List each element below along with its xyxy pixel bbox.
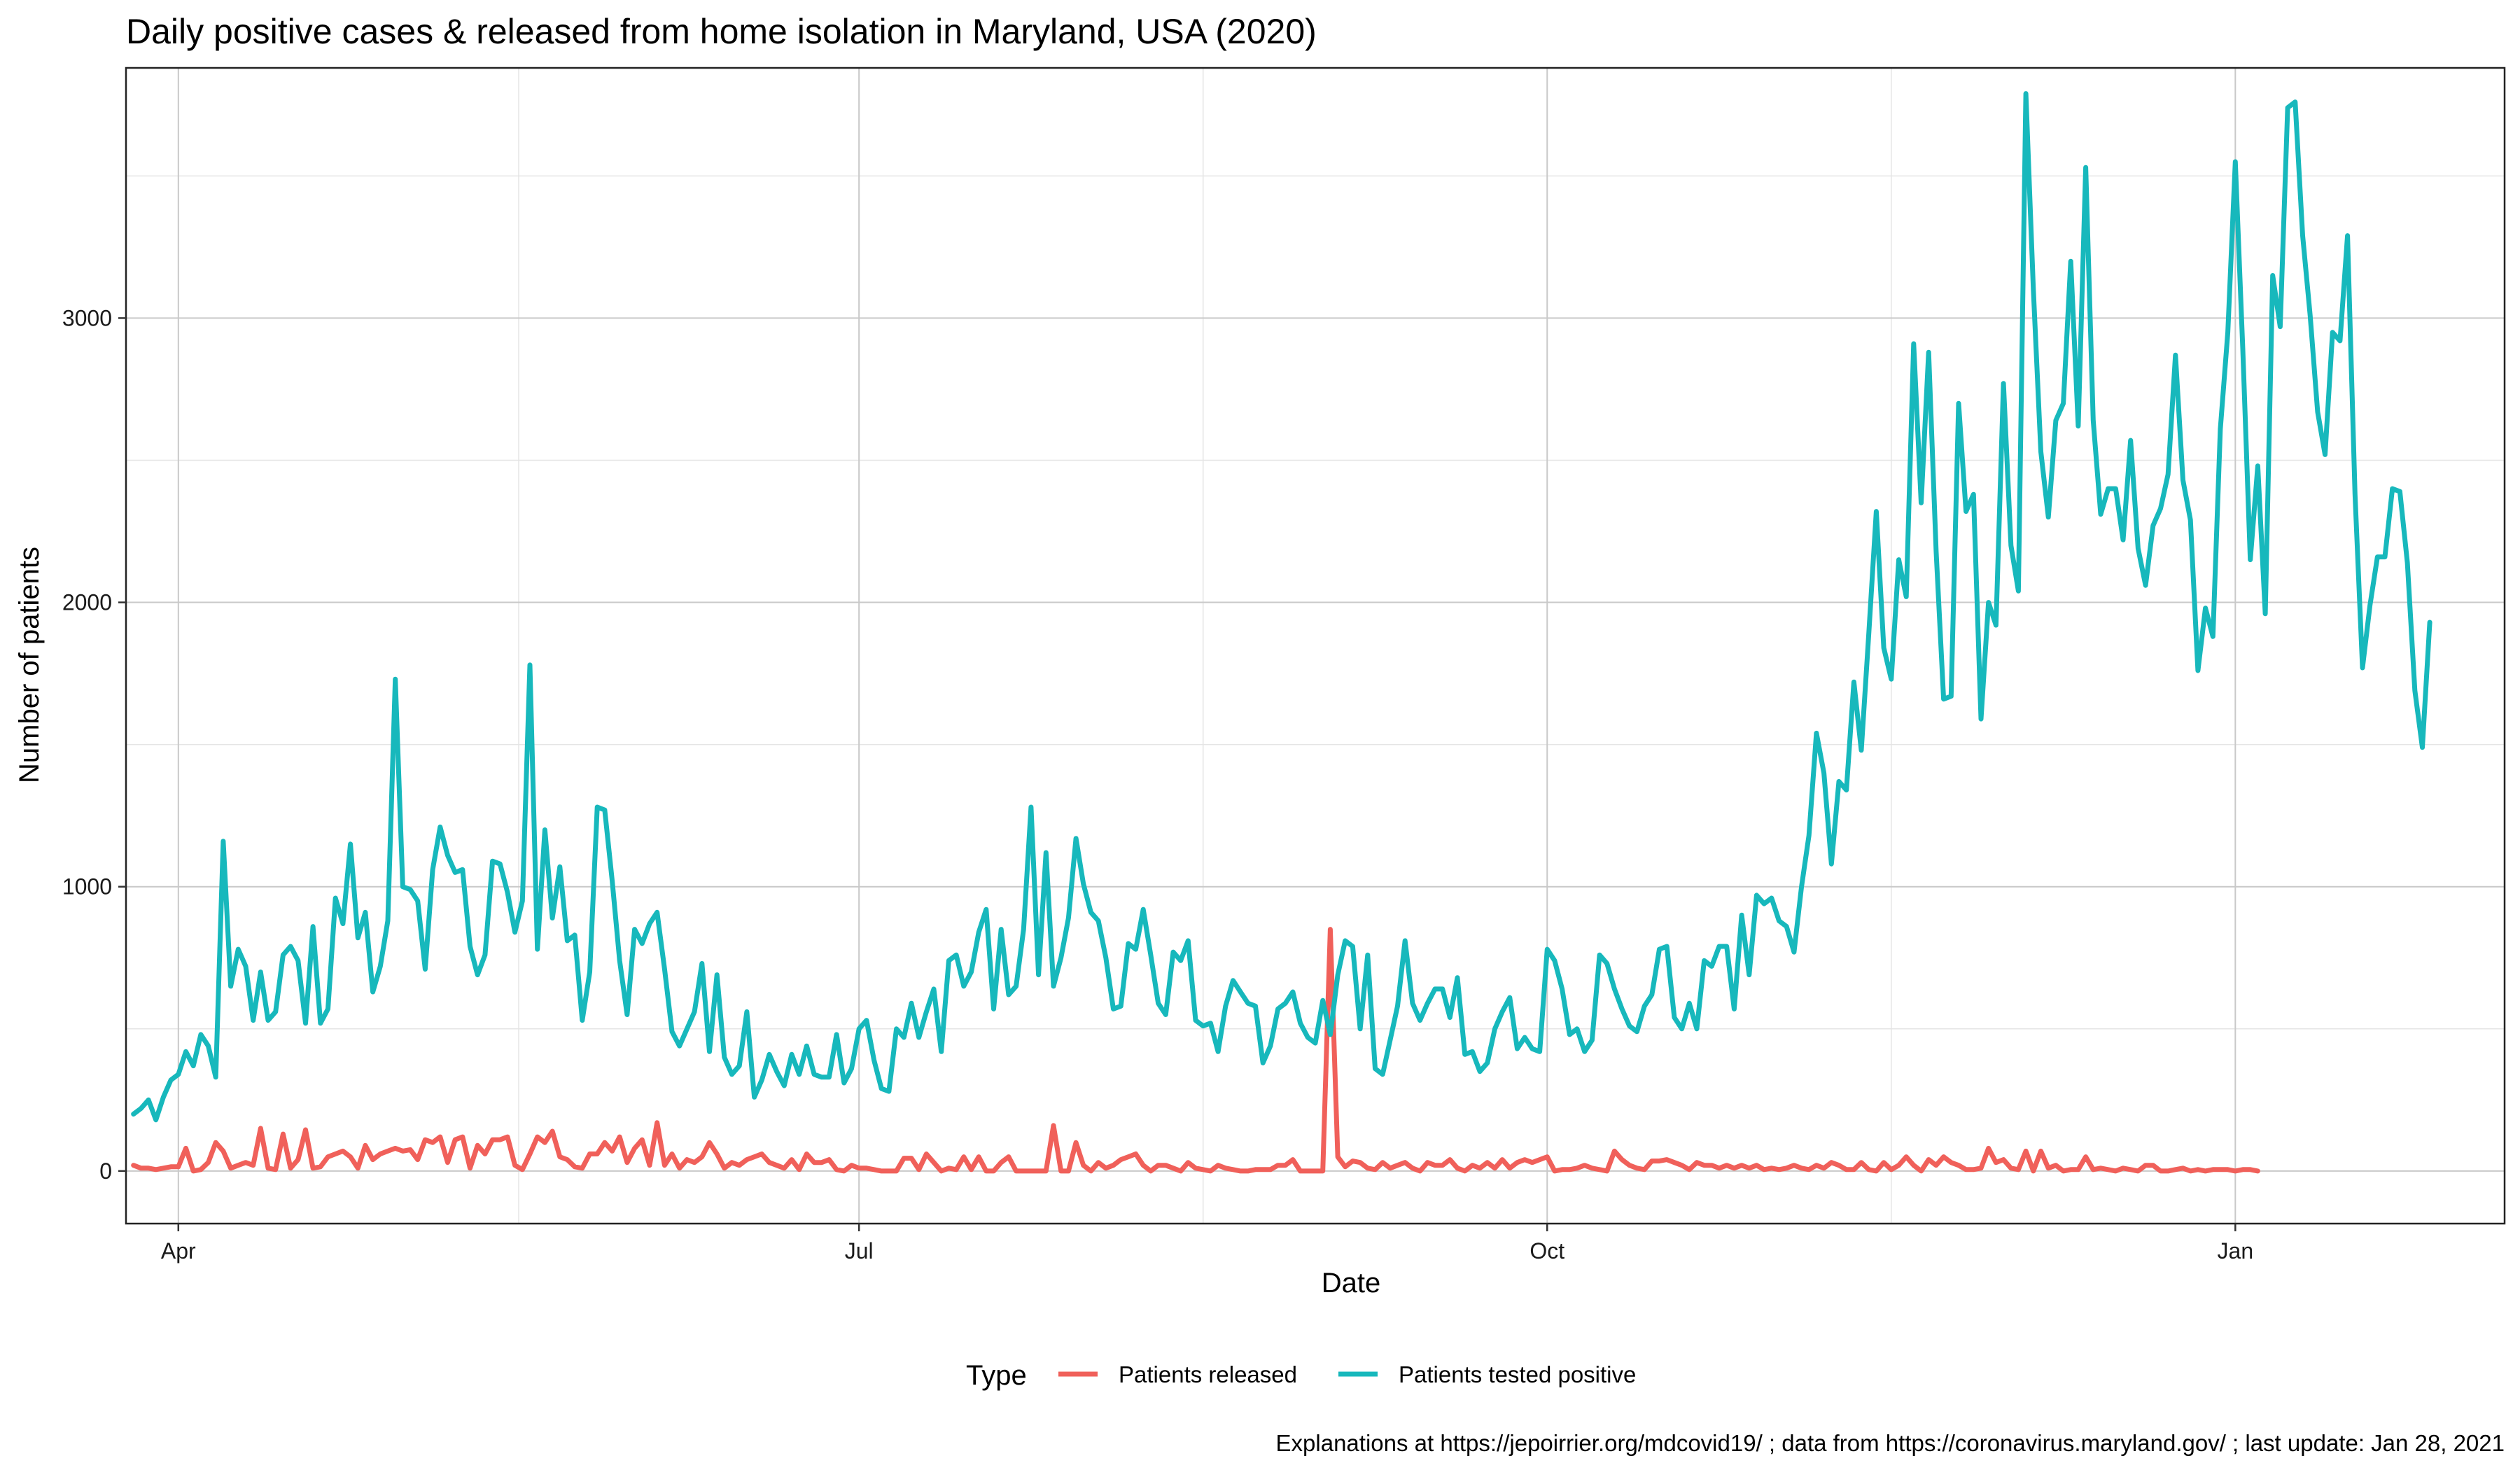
chart-title: Daily positive cases & released from hom…	[126, 12, 1317, 51]
x-axis: Apr Jul Oct Jan	[161, 1224, 2253, 1264]
series-layer	[131, 91, 2432, 1174]
y-axis: 0 1000 2000 3000	[62, 305, 126, 1184]
x-tick-label-apr: Apr	[161, 1238, 196, 1264]
plot-panel-border	[125, 66, 2506, 1225]
legend-title: Type	[966, 1360, 1027, 1391]
legend: Type Patients released Patients tested p…	[966, 1360, 1636, 1391]
minor-gridlines	[126, 68, 2505, 1224]
y-tick-label-3000: 3000	[62, 305, 112, 330]
x-tick-label-jul: Jul	[845, 1238, 874, 1264]
y-tick-label-1000: 1000	[62, 874, 112, 899]
y-axis-title: Number of patients	[14, 547, 45, 783]
x-tick-label-jan: Jan	[2218, 1238, 2254, 1264]
series-line-patients-released	[131, 927, 2260, 1174]
x-tick-label-oct: Oct	[1530, 1238, 1564, 1264]
legend-label-patients-tested-positive: Patients tested positive	[1399, 1362, 1636, 1387]
chart-caption: Explanations at https://jepoirrier.org/m…	[1276, 1430, 2505, 1456]
legend-label-patients-released: Patients released	[1119, 1362, 1297, 1387]
y-tick-label-0: 0	[99, 1158, 112, 1184]
series-line-patients-tested-positive	[131, 91, 2432, 1123]
x-axis-title: Date	[1322, 1268, 1381, 1298]
y-tick-label-2000: 2000	[62, 590, 112, 615]
